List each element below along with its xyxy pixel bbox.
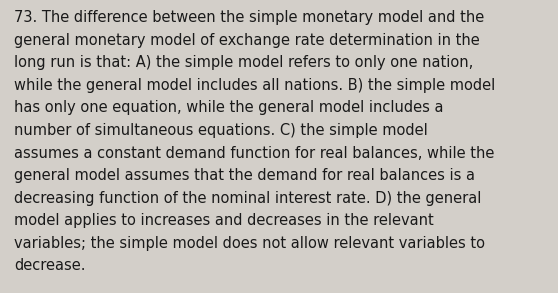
Text: number of simultaneous equations. C) the simple model: number of simultaneous equations. C) the…	[14, 123, 427, 138]
Text: model applies to increases and decreases in the relevant: model applies to increases and decreases…	[14, 213, 434, 228]
Text: assumes a constant demand function for real balances, while the: assumes a constant demand function for r…	[14, 146, 494, 161]
Text: decrease.: decrease.	[14, 258, 85, 273]
Text: variables; the simple model does not allow relevant variables to: variables; the simple model does not all…	[14, 236, 485, 251]
Text: general model assumes that the demand for real balances is a: general model assumes that the demand fo…	[14, 168, 475, 183]
Text: has only one equation, while the general model includes a: has only one equation, while the general…	[14, 100, 444, 115]
Text: general monetary model of exchange rate determination in the: general monetary model of exchange rate …	[14, 33, 480, 48]
Text: while the general model includes all nations. B) the simple model: while the general model includes all nat…	[14, 78, 495, 93]
Text: 73. The difference between the simple monetary model and the: 73. The difference between the simple mo…	[14, 10, 484, 25]
Text: long run is that: A) the simple model refers to only one nation,: long run is that: A) the simple model re…	[14, 55, 473, 70]
Text: decreasing function of the nominal interest rate. D) the general: decreasing function of the nominal inter…	[14, 191, 482, 206]
